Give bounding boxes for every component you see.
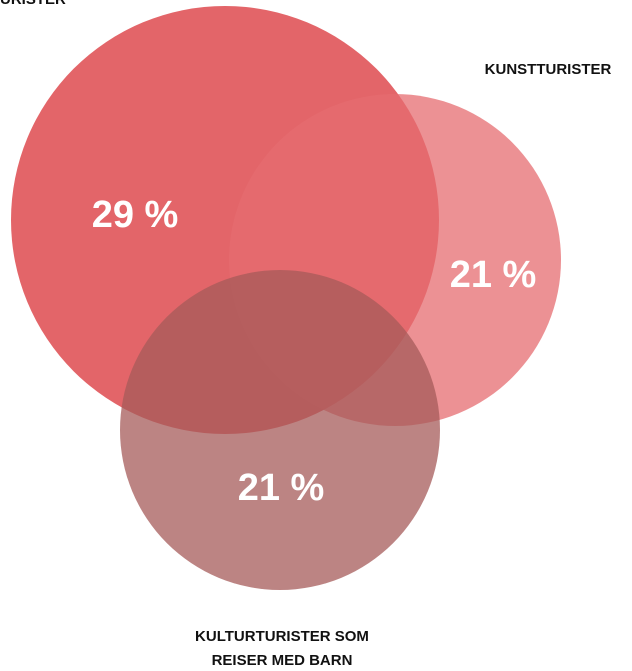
set-circle (120, 270, 440, 590)
set-value-label: 21 % (450, 254, 537, 296)
set-name: REISER MED BARN (212, 652, 353, 669)
set-name: KUNSTTURISTER (485, 61, 612, 78)
set-name: KULTURTURISTER SOM (195, 628, 369, 645)
set-value-label: 29 % (92, 194, 179, 236)
set-value-label: 21 % (238, 467, 325, 509)
set-name: URISTER (0, 0, 66, 8)
